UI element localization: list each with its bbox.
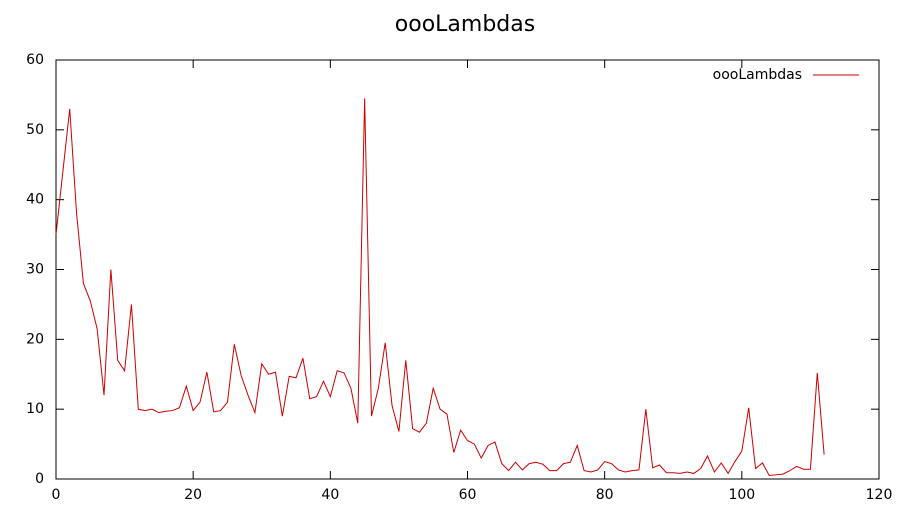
data-line — [55, 98, 825, 477]
x-tick-label: 0 — [52, 487, 61, 503]
x-tick-label: 120 — [866, 487, 893, 503]
y-tick-label: 0 — [35, 471, 44, 487]
y-tick-label: 30 — [26, 262, 44, 278]
y-tick-label: 50 — [26, 122, 44, 138]
x-tick-label: 40 — [321, 487, 339, 503]
y-tick-label: 10 — [26, 401, 44, 417]
y-tick-label: 60 — [26, 52, 44, 68]
x-tick-label: 100 — [728, 487, 755, 503]
x-tick-label: 80 — [596, 487, 614, 503]
chart-title: oooLambdas — [395, 12, 535, 37]
x-tick-label: 20 — [184, 487, 202, 503]
y-tick-label: 20 — [26, 331, 44, 347]
y-tick-label: 40 — [26, 192, 44, 208]
plot-frame — [55, 59, 880, 480]
x-tick-label: 60 — [459, 487, 477, 503]
legend-label: oooLambdas — [713, 67, 802, 83]
